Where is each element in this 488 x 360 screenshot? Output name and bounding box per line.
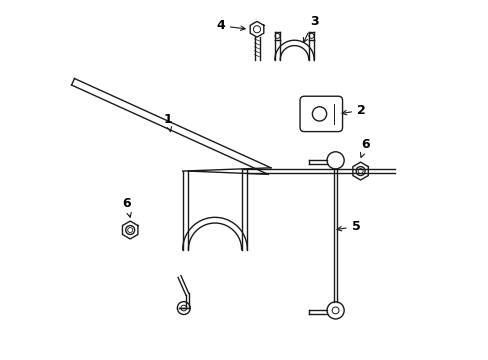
Text: 3: 3 bbox=[303, 15, 318, 42]
Text: 6: 6 bbox=[360, 138, 369, 157]
Text: 6: 6 bbox=[122, 197, 131, 217]
Text: 4: 4 bbox=[216, 19, 244, 32]
Text: 2: 2 bbox=[342, 104, 365, 117]
Text: 5: 5 bbox=[336, 220, 360, 233]
Text: 1: 1 bbox=[163, 113, 172, 132]
